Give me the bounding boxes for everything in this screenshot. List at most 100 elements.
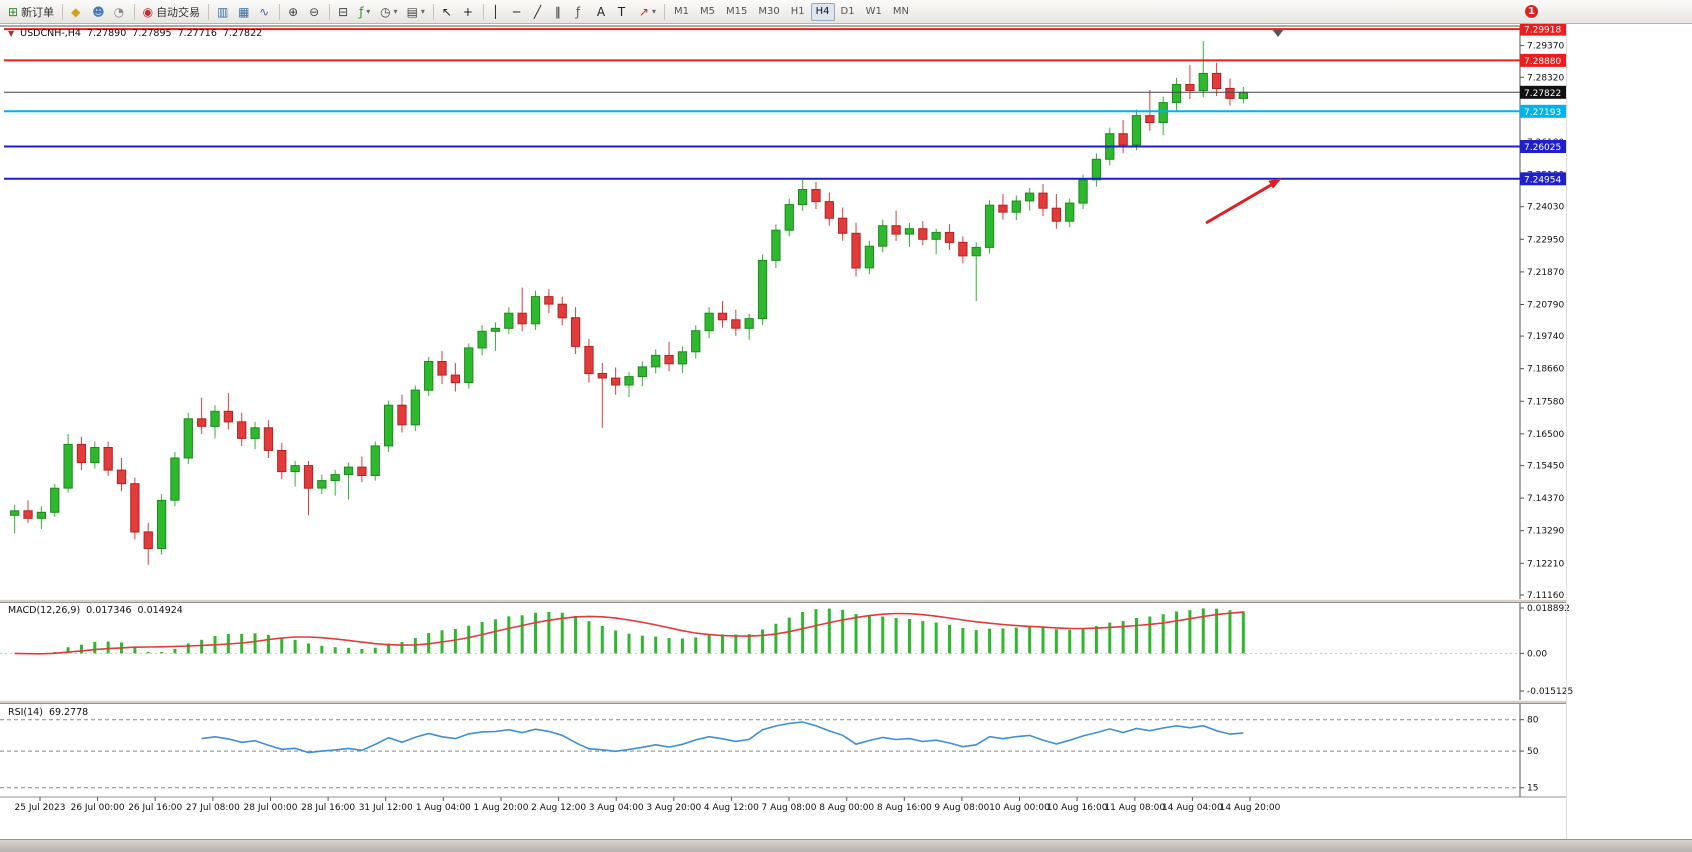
cursor-icon: ↖ [441,4,452,19]
svg-text:28 Jul 16:00: 28 Jul 16:00 [301,803,355,813]
tile-windows-icon: ⊟ [338,4,349,19]
autotrade-button[interactable]: ◉ 自动交易 [139,2,204,22]
timeframe-d1-button[interactable]: D1 [836,3,860,21]
trendline-button[interactable]: ╱ [530,2,550,22]
dropdown-caret-icon: ▾ [366,7,371,16]
new-order-icon: ⊞ [8,4,19,19]
candlestick-series[interactable] [10,41,1248,565]
macd-label: MACD(12,26,9) [8,605,81,616]
vertical-line-icon: │ [491,4,500,19]
horizontal-line-button[interactable]: ─ [509,2,529,22]
toolbar-separator [329,3,331,20]
svg-text:7.22950: 7.22950 [1527,235,1564,245]
timeframe-h4-button[interactable]: H4 [810,2,835,21]
indicators-button[interactable]: ƒ ▾ [355,2,375,22]
svg-text:-0.015125: -0.015125 [1527,687,1573,697]
channel-button[interactable]: ∥ [551,2,571,22]
vertical-line-button[interactable]: │ [488,2,508,22]
symbol-label: USDCNH-,H4 [20,28,81,39]
svg-text:7.11160: 7.11160 [1527,591,1564,601]
timeframe-h1-button[interactable]: H1 [786,3,810,21]
timeframe-m1-button[interactable]: M1 [669,3,694,21]
support-line-blue-2-tag: 7.24954 [1520,172,1566,186]
zoom-out-button[interactable]: ⊖ [305,2,325,22]
timeframe-mn-button[interactable]: MN [888,3,914,21]
rsi-line [201,721,1244,754]
svg-text:26 Jul 16:00: 26 Jul 16:00 [128,803,182,813]
bar-chart-icon: ▥ [217,4,229,19]
svg-text:10 Aug 16:00: 10 Aug 16:00 [1047,803,1108,813]
templates-button[interactable]: ▤ ▾ [403,2,429,22]
new-order-button[interactable]: ⊞ 新订单 [4,2,58,22]
macd-main-value: 0.017346 [86,605,132,616]
close-value: 7.27822 [222,28,263,39]
zoom-in-button[interactable]: ⊕ [284,2,304,22]
macd-signal-value: 0.014924 [137,605,183,616]
svg-text:28 Jul 00:00: 28 Jul 00:00 [244,803,298,813]
candlestick-icon: ▦ [238,4,250,19]
toolbar-separator [133,3,135,20]
text-button[interactable]: A [593,2,613,22]
tile-windows-button[interactable]: ⊟ [334,2,354,22]
channel-icon: ∥ [554,4,561,19]
arrow-icon: ↗ [638,4,649,19]
support-button[interactable]: ☻ [88,2,109,22]
toolbar-separator [279,3,281,20]
mql5-button[interactable]: ◆ [67,2,87,22]
svg-text:8 Aug 16:00: 8 Aug 16:00 [877,803,932,813]
svg-text:7.17580: 7.17580 [1527,397,1564,407]
rsi-label: RSI(14) [8,707,43,718]
macd-header: MACD(12,26,9) 0.017346 0.014924 [8,605,183,616]
svg-text:50: 50 [1527,747,1539,757]
svg-text:7.18660: 7.18660 [1527,365,1564,375]
bar-chart-button[interactable]: ▥ [213,2,233,22]
refresh-button[interactable]: ◔ [110,2,130,22]
coin-icon: ◆ [71,4,81,19]
open-value: 7.27890 [86,28,127,39]
timeframe-m5-button[interactable]: M5 [695,3,720,21]
toolbar-separator [432,3,434,20]
cursor-button[interactable]: ↖ [438,2,458,22]
resistance-line-lower-tag: 7.28880 [1520,53,1566,67]
svg-text:7.29370: 7.29370 [1527,42,1564,52]
crosshair-button[interactable]: + [459,2,479,22]
line-chart-button[interactable]: ∿ [255,2,275,22]
zoom-in-icon: ⊕ [288,4,299,19]
label-button[interactable]: T [614,2,634,22]
macd-signal-line [14,611,1244,655]
autotrade-icon: ◉ [142,4,154,19]
svg-text:27 Jul 08:00: 27 Jul 08:00 [186,803,240,813]
main-toolbar: ⊞ 新订单 ◆ ☻ ◔ ◉ 自动交易 ▥ ▦ ∿ ⊕ ⊖ ⊟ ƒ ▾ ◷ ▾ ▤ ▾ ↖ + │ ─ ╱ ∥ ƒ A T ↗ ▾ M1 M5 M… [0,0,1692,24]
notification-badge[interactable]: 1 [1524,4,1539,19]
timeframe-m30-button[interactable]: M30 [753,3,784,21]
low-value: 7.27716 [177,28,217,39]
svg-text:26 Jul 00:00: 26 Jul 00:00 [71,803,125,813]
new-order-button-label: 新订单 [21,5,55,19]
text-label-icon: T [617,4,626,19]
trend-arrow-annotation[interactable] [1205,178,1282,225]
chart-window-edge [1566,24,1567,839]
svg-text:15: 15 [1527,784,1538,794]
refresh-icon: ◔ [113,4,125,19]
chart-shift-marker[interactable] [1272,29,1284,37]
arrow-head-icon [1268,178,1282,189]
svg-text:0.00: 0.00 [1527,649,1547,659]
svg-text:2 Aug 12:00: 2 Aug 12:00 [531,803,586,813]
periods-button[interactable]: ◷ ▾ [376,2,402,22]
fibonacci-button[interactable]: ƒ [572,2,592,22]
svg-text:7.12210: 7.12210 [1527,559,1564,569]
svg-text:7.14370: 7.14370 [1527,494,1564,504]
dropdown-caret-icon: ▾ [651,7,656,16]
svg-text:9 Aug 08:00: 9 Aug 08:00 [934,803,989,813]
current-price-line-tag: 7.27822 [1520,85,1566,99]
svg-text:0.018892: 0.018892 [1527,604,1570,614]
timeframe-m15-button[interactable]: M15 [721,3,752,21]
svg-text:7.24030: 7.24030 [1527,203,1564,213]
fibonacci-icon: ƒ [575,4,581,19]
timeframe-w1-button[interactable]: W1 [861,3,887,21]
svg-text:10 Aug 00:00: 10 Aug 00:00 [989,803,1050,813]
candlestick-chart-button[interactable]: ▦ [234,2,254,22]
arrows-button[interactable]: ↗ ▾ [635,2,660,22]
rsi-value: 69.2778 [48,707,89,718]
